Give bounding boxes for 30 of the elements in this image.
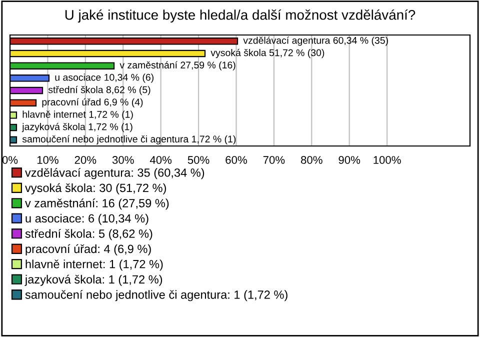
legend-label: v zaměstnání: 16 (27,59 %) bbox=[25, 198, 169, 210]
x-tick-label: 10% bbox=[37, 156, 58, 164]
x-tick-label: 80% bbox=[301, 156, 322, 164]
x-tick-label: 30% bbox=[112, 156, 134, 164]
data-label: střední škola 8,62 % (5) bbox=[48, 86, 150, 96]
x-tick-label: 60% bbox=[226, 156, 247, 164]
data-label: jazyková škola 1,72 % (1) bbox=[22, 122, 132, 132]
legend-label: samoučení nebo jednotlive či agentura: 1 (1,72 %) bbox=[25, 290, 288, 302]
data-label: pracovní úřad 6,9 % (4) bbox=[42, 98, 143, 108]
data-label: hlavně internet 1,72 % (1) bbox=[22, 110, 133, 120]
x-tick-label: 50% bbox=[188, 156, 210, 164]
legend-label: jazyková škola: 1 (1,72 %) bbox=[24, 274, 162, 286]
data-label: v zaměstnání 27,59 % (16) bbox=[120, 61, 236, 70]
legend-label: vzdělávací agentura: 35 (60,34 %) bbox=[25, 168, 204, 180]
x-tick-label: 20% bbox=[74, 156, 96, 164]
x-tick-label: 40% bbox=[150, 156, 172, 164]
data-label: u asociace 10,34 % (6) bbox=[55, 74, 154, 83]
x-tick-label: 90% bbox=[338, 156, 360, 164]
legend-label: hlavně internet: 1 (1,72 %) bbox=[26, 260, 163, 271]
legend-label: u asociace: 6 (10,34 %) bbox=[26, 214, 148, 225]
data-label: vysoká škola 51,72 % (30) bbox=[210, 48, 324, 58]
chart-title: U jaké instituce byste hledal/a další možnost vzdělávání? bbox=[65, 9, 416, 23]
x-tick-label: 100% bbox=[374, 156, 401, 164]
data-label: samoučení nebo jednotlive či agentura 1,72 % (1) bbox=[22, 135, 236, 144]
x-tick-label: 0% bbox=[2, 156, 18, 164]
legend-label: střední škola: 5 (8,62 %) bbox=[25, 229, 152, 240]
data-label: vzdělávací agentura 60,34 % (35) bbox=[243, 36, 388, 46]
legend-label: vysoká škola: 30 (51,72 %) bbox=[25, 183, 166, 194]
x-tick-label: 70% bbox=[263, 156, 285, 164]
legend-label: pracovní úřad: 4 (6,9 %) bbox=[26, 244, 151, 256]
